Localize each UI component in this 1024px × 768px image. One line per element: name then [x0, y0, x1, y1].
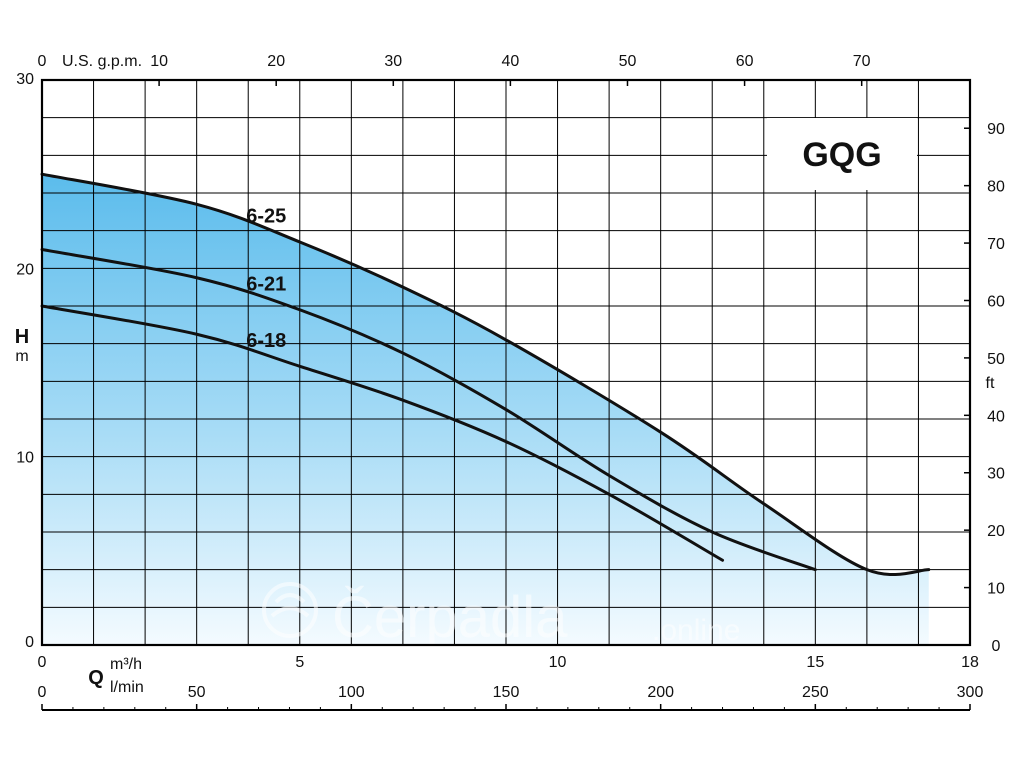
- y-tick-label: 30: [16, 71, 34, 88]
- top-tick-label: 20: [267, 53, 285, 70]
- operating-area-fill: [42, 174, 929, 645]
- y-axis-unit: m: [15, 348, 28, 365]
- lmin-tick-label: 150: [493, 684, 520, 701]
- x-axis-label: Q: [88, 667, 104, 689]
- lmin-tick-label: 100: [338, 684, 365, 701]
- title-box-bg: [767, 118, 917, 190]
- curve-6-21: [40, 248, 817, 572]
- top-tick-label: 50: [619, 53, 637, 70]
- x-axis-unit-m3h: m³/h: [110, 656, 142, 673]
- curve-labels: 6-25 6-21 6-18: [246, 206, 286, 352]
- watermark-logo-icon: [262, 582, 318, 638]
- x-tick-label: 10: [549, 654, 567, 671]
- y2-tick-label: 70: [987, 236, 1005, 253]
- top-tick-label: 30: [384, 53, 402, 70]
- chart-title: GQG: [802, 136, 881, 174]
- curve-label-6-25: 6-25: [246, 206, 286, 228]
- lmin-tick-label: 200: [647, 684, 674, 701]
- y2-tick-label: 0: [992, 638, 1001, 655]
- top-tick-label: 40: [501, 53, 519, 70]
- watermark-text: Čerpadla: [332, 585, 568, 650]
- lmin-tick-label: 250: [802, 684, 829, 701]
- top-tick-label: 0: [38, 53, 47, 70]
- curve-label-6-21: 6-21: [246, 273, 286, 295]
- y2-tick-label: 10: [987, 581, 1005, 598]
- curves: [40, 172, 931, 577]
- y2-axis-label: ft: [986, 375, 995, 392]
- top-axis-unit: U.S. g.p.m.: [62, 53, 142, 70]
- x-axis-unit-lmin: l/min: [110, 679, 144, 696]
- y-tick-label: 0: [25, 634, 34, 651]
- y2-tick-label: 50: [987, 351, 1005, 368]
- curve-label-6-18: 6-18: [246, 330, 286, 352]
- y2-tick-label: 80: [987, 179, 1005, 196]
- watermark: Čerpadla .online: [262, 582, 740, 650]
- y2-tick-label: 30: [987, 466, 1005, 483]
- x-tick-label: 18: [961, 654, 979, 671]
- axis-titles: H m ft Q m³/h l/min U.S. g.p.m.: [15, 53, 995, 696]
- y-tick-label: 20: [16, 261, 34, 278]
- bottom-lmin-scale: 0 50 100 150 200 250 300: [38, 684, 984, 711]
- plot-frame: [40, 78, 972, 647]
- y2-tick-label: 60: [987, 293, 1005, 310]
- watermark-suffix: .online: [652, 614, 740, 647]
- y2-tick-label: 90: [987, 121, 1005, 138]
- y2-tick-label: 20: [987, 523, 1005, 540]
- y-axis-label: H: [15, 326, 29, 348]
- title-box: GQG: [767, 118, 917, 190]
- x-tick-label: 0: [38, 654, 47, 671]
- lmin-tick-label: 0: [38, 684, 47, 701]
- y-tick-label: 10: [16, 450, 34, 467]
- operating-area: [42, 174, 929, 645]
- x-tick-label: 5: [295, 654, 304, 671]
- y2-tick-label: 40: [987, 408, 1005, 425]
- lmin-tick-label: 50: [188, 684, 206, 701]
- curve-6-25: [40, 172, 931, 577]
- curve-6-18: [40, 304, 725, 562]
- lmin-tick-label: 300: [957, 684, 984, 701]
- x-tick-label: 15: [806, 654, 824, 671]
- top-tick-label: 60: [736, 53, 754, 70]
- top-tick-label: 10: [150, 53, 168, 70]
- top-tick-label: 70: [853, 53, 871, 70]
